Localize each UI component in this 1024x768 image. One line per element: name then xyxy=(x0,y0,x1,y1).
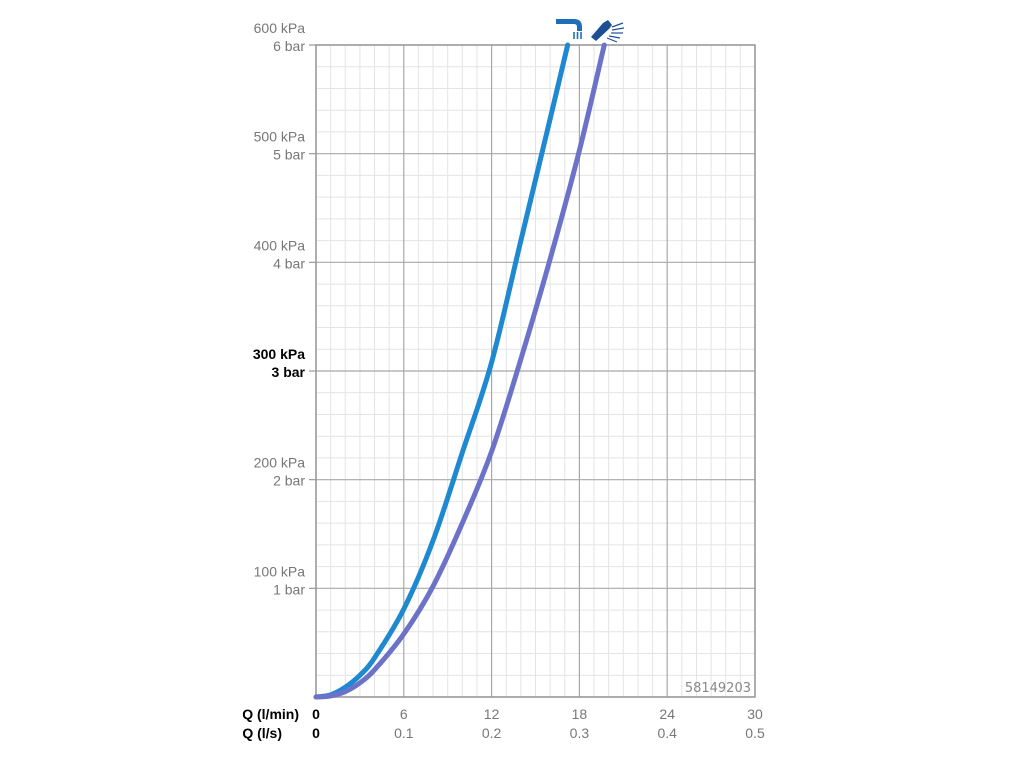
y-tick-label-bar: 3 bar xyxy=(272,364,306,380)
y-tick-label-kpa: 400 kPa xyxy=(254,237,306,253)
x-tick-label-ls: 0.5 xyxy=(745,725,765,741)
series-layer xyxy=(313,42,607,700)
x-tick-label-lmin: 30 xyxy=(747,706,763,722)
y-tick-label-kpa: 100 kPa xyxy=(254,563,306,579)
y-tick-label-kpa: 600 kPa xyxy=(254,20,306,36)
x-tick-label-lmin: 0 xyxy=(312,706,320,722)
x-primary-axis-label: Q (l/min) xyxy=(242,706,299,722)
y-tick-label-kpa: 500 kPa xyxy=(254,129,306,145)
x-tick-label-ls: 0.3 xyxy=(570,725,590,741)
x-tick-label-lmin: 12 xyxy=(484,706,500,722)
x-tick-label-ls: 0.1 xyxy=(394,725,414,741)
y-tick-label-bar: 4 bar xyxy=(273,255,305,271)
chart-annotation-code: 58149203 xyxy=(685,681,751,696)
y-tick-label-kpa: 200 kPa xyxy=(254,455,306,471)
series-line-tap-spout xyxy=(313,42,571,700)
x-secondary-axis-label: Q (l/s) xyxy=(242,725,282,741)
y-tick-label-bar: 6 bar xyxy=(273,38,305,54)
x-tick-label-lmin: 24 xyxy=(659,706,675,722)
y-tick-label-bar: 5 bar xyxy=(273,147,305,163)
x-axis-ticks: 0 0 6 0.1 12 0.2 18 0.3 24 0.4 30 0.5 xyxy=(312,706,765,741)
x-tick-label-ls: 0.4 xyxy=(657,725,677,741)
series-line-shower-head xyxy=(313,42,607,700)
y-tick-label-bar: 2 bar xyxy=(273,473,305,489)
y-tick-label-kpa: 300 kPa xyxy=(253,346,305,362)
x-tick-label-ls: 0 xyxy=(312,725,320,741)
y-tick-label-bar: 1 bar xyxy=(273,581,305,597)
x-tick-label-lmin: 18 xyxy=(572,706,588,722)
tap-spout-icon xyxy=(556,19,582,39)
shower-head-icon xyxy=(591,20,625,43)
x-tick-label-lmin: 6 xyxy=(400,706,408,722)
x-tick-label-ls: 0.2 xyxy=(482,725,502,741)
y-axis-ticks: 100 kPa 1 bar 200 kPa 2 bar 300 kPa 3 bar 400 … xyxy=(253,20,316,597)
